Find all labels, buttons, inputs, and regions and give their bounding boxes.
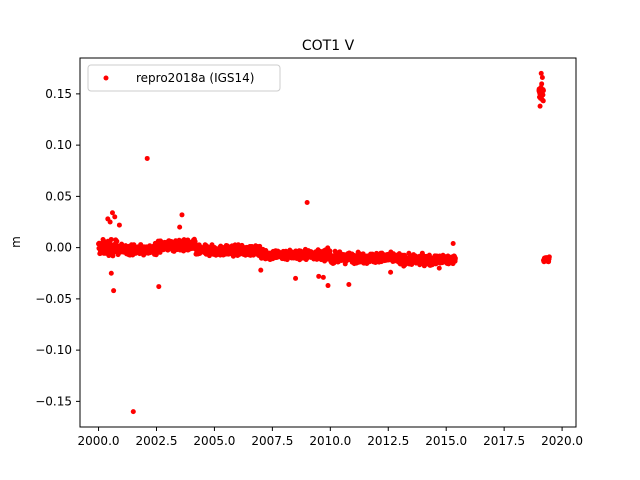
data-point	[258, 267, 264, 273]
data-point	[539, 74, 545, 80]
x-tick-label: 2020.0	[541, 434, 583, 448]
y-tick-label: −0.05	[35, 292, 72, 306]
data-point	[452, 255, 458, 261]
y-tick-label: 0.00	[45, 241, 72, 255]
data-point	[112, 214, 118, 220]
data-point	[304, 200, 310, 206]
data-point	[540, 92, 546, 98]
data-points	[96, 70, 552, 415]
x-tick-label: 2017.5	[483, 434, 525, 448]
y-tick-label: 0.10	[45, 138, 72, 152]
data-point	[540, 98, 546, 104]
legend: repro2018a (IGS14)	[87, 64, 281, 92]
legend-marker	[103, 75, 109, 81]
x-tick-label: 2010.0	[309, 434, 351, 448]
y-tick-label: −0.15	[35, 394, 72, 408]
x-tick-label: 2005.0	[193, 434, 235, 448]
plot-frame	[79, 57, 577, 428]
x-tick-label: 2002.5	[135, 434, 177, 448]
data-point	[108, 236, 114, 242]
data-point	[327, 248, 333, 254]
data-point	[156, 284, 162, 290]
y-axis-label: m	[9, 236, 23, 248]
data-point	[144, 155, 150, 161]
data-point	[325, 283, 331, 289]
data-point	[539, 81, 545, 87]
data-point	[316, 273, 322, 279]
data-point	[106, 253, 112, 259]
data-point	[179, 212, 185, 218]
y-tick-label: 0.05	[45, 189, 72, 203]
x-tick-label: 2007.5	[251, 434, 293, 448]
y-tick-label: −0.10	[35, 343, 72, 357]
x-tick-label: 2012.5	[367, 434, 409, 448]
data-point	[546, 254, 552, 260]
y-axis: −0.15 −0.10 −0.05 0.00 0.05 0.10 0.15	[35, 87, 80, 408]
data-point	[111, 288, 117, 294]
data-point	[293, 275, 299, 281]
data-point	[116, 222, 122, 228]
data-point	[450, 241, 456, 247]
chart-title: COT1 V	[302, 38, 355, 54]
legend-label: repro2018a (IGS14)	[136, 71, 254, 85]
data-point	[320, 274, 326, 280]
legend-box	[87, 64, 281, 92]
data-point	[108, 270, 114, 276]
data-point	[114, 238, 120, 244]
data-point	[346, 282, 352, 288]
y-tick-label: 0.15	[45, 87, 72, 101]
data-point	[540, 88, 546, 94]
data-point	[130, 409, 136, 415]
data-point	[538, 70, 544, 76]
data-point	[107, 219, 113, 225]
data-point	[177, 224, 183, 230]
data-point	[388, 269, 394, 275]
data-point	[537, 103, 543, 109]
x-tick-label: 2015.0	[425, 434, 467, 448]
data-point	[109, 210, 115, 216]
x-tick-label: 2000.0	[78, 434, 120, 448]
data-point	[436, 265, 442, 271]
x-axis: 2000.0 2002.5 2005.0 2007.5 2010.0 2012.5 2015…	[78, 427, 583, 448]
